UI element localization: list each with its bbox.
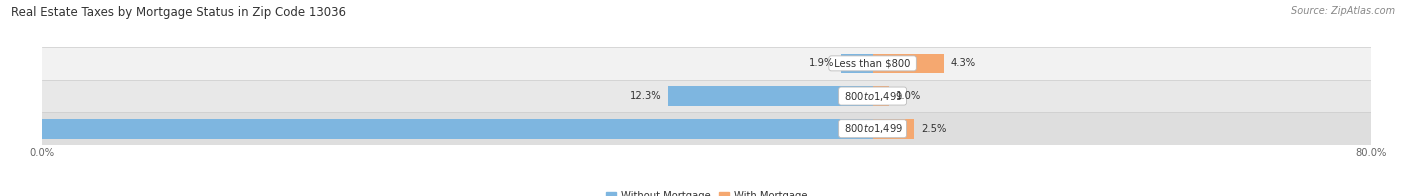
Text: $800 to $1,499: $800 to $1,499	[841, 122, 904, 135]
Bar	[42, 80, 1371, 112]
Bar	[42, 47, 1371, 80]
Text: 1.9%: 1.9%	[808, 58, 834, 68]
Text: 12.3%: 12.3%	[630, 91, 662, 101]
Text: Source: ZipAtlas.com: Source: ZipAtlas.com	[1291, 6, 1395, 16]
Text: Real Estate Taxes by Mortgage Status in Zip Code 13036: Real Estate Taxes by Mortgage Status in …	[11, 6, 346, 19]
Text: $800 to $1,499: $800 to $1,499	[841, 90, 904, 103]
Text: 4.3%: 4.3%	[950, 58, 976, 68]
Bar	[42, 112, 1371, 145]
Bar	[873, 119, 914, 139]
Legend: Without Mortgage, With Mortgage: Without Mortgage, With Mortgage	[606, 191, 807, 196]
Bar	[0, 119, 873, 139]
Bar	[668, 86, 873, 106]
Text: Less than $800: Less than $800	[831, 58, 914, 68]
Bar	[873, 54, 943, 73]
Text: 1.0%: 1.0%	[896, 91, 921, 101]
Bar	[873, 86, 889, 106]
Bar	[841, 54, 873, 73]
Text: 2.5%: 2.5%	[921, 124, 946, 134]
